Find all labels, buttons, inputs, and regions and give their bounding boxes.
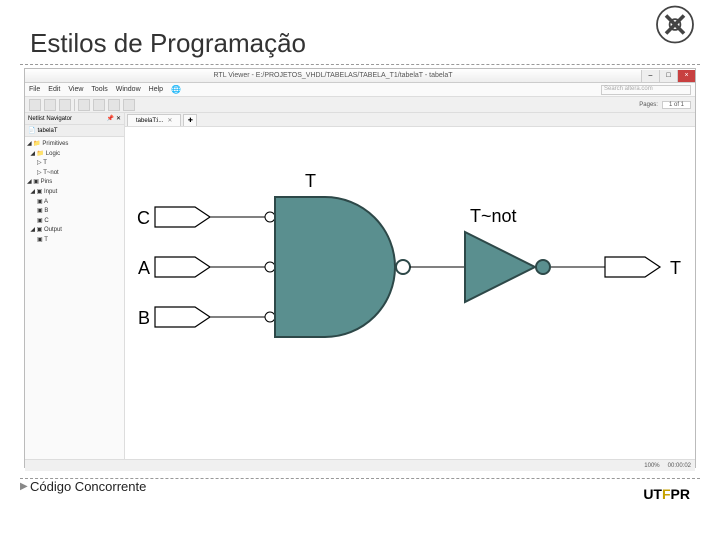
tree-item: ▣ A: [27, 198, 122, 208]
canvas-tab[interactable]: tabelaT:i...✕: [127, 114, 181, 126]
tree-item: ◢ 📁 Logic: [27, 150, 122, 160]
footer-text: Código Concorrente: [30, 479, 146, 494]
status-time: 00:00:02: [668, 463, 691, 469]
circuit-diagram: C A B: [125, 127, 681, 457]
tree-item: ▣ C: [27, 217, 122, 227]
svg-text:T: T: [670, 258, 681, 278]
menu-tools[interactable]: Tools: [91, 86, 107, 93]
close-button[interactable]: ×: [677, 70, 695, 82]
window-title: RTL Viewer - E:/PROJETOS_VHDL/TABELAS/TA…: [25, 72, 641, 79]
toolbar-button[interactable]: [59, 99, 71, 111]
netlist-navigator-panel: Netlist Navigator 📌 ✕ 📄tabelaT ◢ 📁 Primi…: [25, 113, 125, 459]
input-pin-b: B: [138, 307, 210, 328]
close-icon[interactable]: ✕: [167, 117, 172, 124]
svg-text:C: C: [137, 208, 150, 228]
slide-title: Estilos de Programação: [30, 28, 306, 59]
tree-item: ◢ ▣ Pins: [27, 178, 122, 188]
toolbar-button[interactable]: [78, 99, 90, 111]
footer-arrow-icon: ▶: [20, 481, 28, 492]
utfpr-logo: UTFPR: [643, 486, 690, 502]
not-gate: T~not: [465, 206, 550, 302]
tree-item: ▷ T: [27, 159, 122, 169]
svg-text:A: A: [138, 258, 150, 278]
maximize-button[interactable]: □: [659, 70, 677, 82]
sidebar-entity-tab[interactable]: 📄tabelaT: [25, 125, 124, 137]
search-input[interactable]: Search altera.com: [601, 85, 691, 95]
minimize-button[interactable]: –: [641, 70, 659, 82]
university-logo-icon: [650, 2, 700, 47]
window-titlebar: RTL Viewer - E:/PROJETOS_VHDL/TABELAS/TA…: [25, 69, 695, 83]
svg-text:T: T: [305, 171, 316, 191]
menu-window[interactable]: Window: [116, 86, 141, 93]
tree-item: ◢ ▣ Input: [27, 188, 122, 198]
new-tab-button[interactable]: ✚: [183, 114, 197, 126]
menu-view[interactable]: View: [68, 86, 83, 93]
canvas-tabstrip: tabelaT:i...✕ ✚: [125, 113, 695, 127]
toolbar-button[interactable]: [29, 99, 41, 111]
toolbar-button[interactable]: [44, 99, 56, 111]
toolbar-button[interactable]: [108, 99, 120, 111]
sidebar-title: Netlist Navigator 📌 ✕: [25, 113, 124, 125]
tree-item: ◢ ▣ Output: [27, 226, 122, 236]
pin-icon[interactable]: 📌 ✕: [107, 115, 121, 122]
svg-text:T~not: T~not: [470, 206, 517, 226]
menu-edit[interactable]: Edit: [48, 86, 60, 93]
pages-label: Pages:: [639, 102, 658, 108]
toolbar: Pages: 1 of 1: [25, 97, 695, 113]
tree-item: ▣ T: [27, 236, 122, 246]
toolbar-button[interactable]: [123, 99, 135, 111]
tree-item: ▣ B: [27, 207, 122, 217]
tree-item: ▷ T~not: [27, 169, 122, 179]
input-pin-a: A: [138, 257, 210, 278]
toolbar-button[interactable]: [93, 99, 105, 111]
pages-select[interactable]: 1 of 1: [662, 101, 691, 109]
menu-bar: File Edit View Tools Window Help 🌐 Searc…: [25, 83, 695, 97]
menu-file[interactable]: File: [29, 86, 40, 93]
divider-top: [20, 64, 700, 65]
zoom-level: 100%: [644, 463, 659, 469]
tree-item: ◢ 📁 Primitives: [27, 140, 122, 150]
rtl-viewer-window: RTL Viewer - E:/PROJETOS_VHDL/TABELAS/TA…: [24, 68, 696, 468]
menu-help[interactable]: Help: [149, 86, 163, 93]
tree-view[interactable]: ◢ 📁 Primitives ◢ 📁 Logic ▷ T ▷ T~not ◢ ▣…: [25, 137, 124, 249]
status-bar: 100% 00:00:02: [25, 459, 695, 471]
input-pin-c: C: [137, 207, 210, 228]
svg-text:B: B: [138, 308, 150, 328]
schematic-canvas[interactable]: C A B: [125, 127, 695, 459]
nand-gate: T: [275, 171, 410, 337]
output-pin-t: T: [605, 257, 681, 278]
help-icon[interactable]: 🌐: [171, 85, 181, 94]
